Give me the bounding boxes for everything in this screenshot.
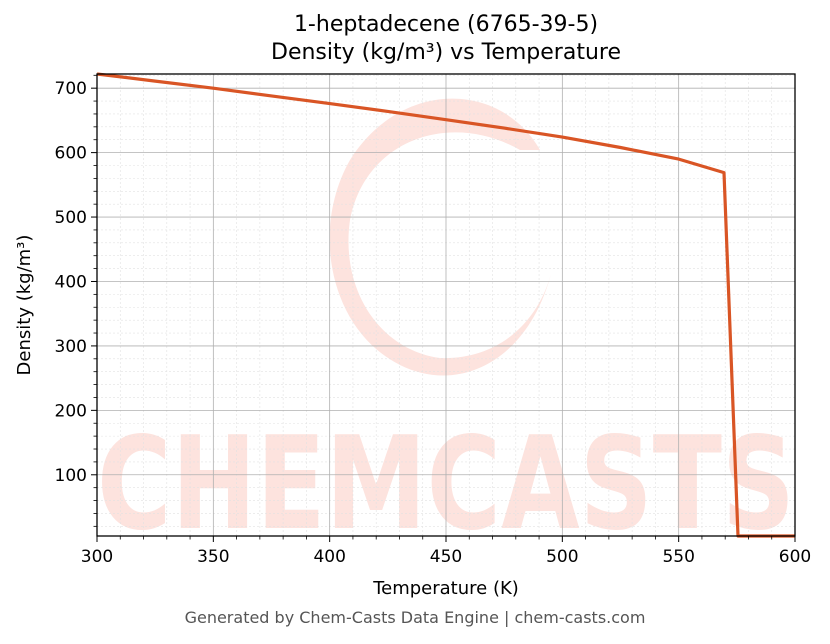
watermark-logo-swirl (329, 98, 552, 376)
x-tick-label: 600 (779, 547, 811, 567)
x-tick-label: 500 (546, 547, 578, 567)
y-axis-label: Density (kg/m³) (14, 235, 35, 376)
x-tick-label: 550 (662, 547, 694, 567)
y-axis: 100 200 300 400 500 600 700 (55, 74, 97, 527)
footer-credit: Generated by Chem-Casts Data Engine | ch… (184, 608, 646, 627)
x-axis: 300 350 400 450 500 550 600 (81, 536, 811, 567)
y-tick-label: 500 (55, 208, 87, 228)
y-tick-label: 100 (55, 466, 87, 486)
x-tick-label: 400 (313, 547, 345, 567)
x-tick-label: 450 (430, 547, 462, 567)
y-tick-label: 700 (55, 79, 87, 99)
density-series-line (96, 72, 795, 538)
x-tick-label: 350 (197, 547, 229, 567)
series-layer (96, 72, 795, 538)
y-tick-label: 300 (55, 337, 87, 357)
y-tick-label: 200 (55, 401, 87, 421)
y-tick-label: 400 (55, 272, 87, 292)
x-axis-label: Temperature (K) (372, 578, 519, 599)
y-tick-label: 600 (55, 144, 87, 164)
x-tick-label: 300 (81, 547, 113, 567)
chart-title: 1-heptadecene (6765-39-5) (293, 12, 599, 37)
chart-subtitle: Density (kg/m³) vs Temperature (271, 40, 621, 65)
